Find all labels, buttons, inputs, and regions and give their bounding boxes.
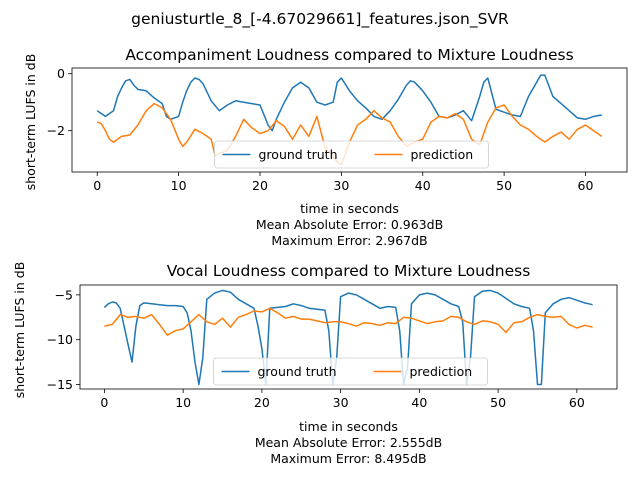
x-axis-label: time in seconds (299, 419, 398, 434)
y-axis-label: short-term LUFS in dB (12, 262, 27, 399)
plot-frame (71, 67, 628, 173)
maximum-error-text: Maximum Error: 8.495dB (270, 451, 426, 466)
legend-label-ground-truth: ground truth (259, 147, 338, 162)
x-tick-label: 50 (490, 395, 506, 410)
chart-title: Accompaniment Loudness compared to Mixtu… (125, 46, 573, 64)
y-tick-label: −5 (55, 287, 73, 302)
legend-box (214, 140, 489, 169)
legend-box (213, 357, 488, 386)
y-tick-label: −10 (47, 332, 73, 347)
series-line-prediction (104, 307, 593, 336)
x-tick-label: 0 (93, 178, 101, 193)
x-tick-label: 40 (415, 178, 431, 193)
x-tick-label: 0 (100, 395, 108, 410)
figure-suptitle: geniusturtle_8_[-4.67029661]_features.js… (131, 10, 509, 29)
legend-label-prediction: prediction (410, 364, 473, 379)
legend-label-prediction: prediction (411, 147, 474, 162)
plot-frame (79, 284, 618, 390)
x-tick-label: 10 (175, 395, 191, 410)
accompaniment-chart: Accompaniment Loudness compared to Mixtu… (23, 46, 628, 248)
x-axis-label: time in seconds (300, 201, 399, 216)
x-tick-label: 20 (254, 395, 270, 410)
x-tick-label: 20 (252, 178, 268, 193)
x-tick-label: 60 (578, 178, 594, 193)
maximum-error-text: Maximum Error: 2.967dB (271, 233, 427, 248)
vocal-chart: Vocal Loudness compared to Mixture Loudn… (12, 262, 618, 466)
x-tick-label: 10 (171, 178, 187, 193)
x-tick-label: 30 (333, 178, 349, 193)
y-tick-label: −15 (47, 377, 73, 392)
x-tick-label: 30 (333, 395, 349, 410)
legend: ground truth prediction (214, 140, 489, 169)
chart-title: Vocal Loudness compared to Mixture Loudn… (167, 262, 531, 280)
mean-absolute-error-text: Mean Absolute Error: 2.555dB (255, 435, 442, 450)
y-axis-label: short-term LUFS in dB (23, 54, 38, 191)
series-line-ground-truth (96, 74, 602, 132)
legend: ground truth prediction (213, 357, 488, 386)
y-tick-label: −2 (47, 123, 65, 138)
x-tick-label: 60 (569, 395, 585, 410)
mean-absolute-error-text: Mean Absolute Error: 0.963dB (256, 217, 443, 232)
x-tick-label: 40 (411, 395, 427, 410)
x-tick-label: 50 (496, 178, 512, 193)
y-tick-label: 0 (57, 66, 65, 81)
legend-label-ground-truth: ground truth (258, 364, 337, 379)
